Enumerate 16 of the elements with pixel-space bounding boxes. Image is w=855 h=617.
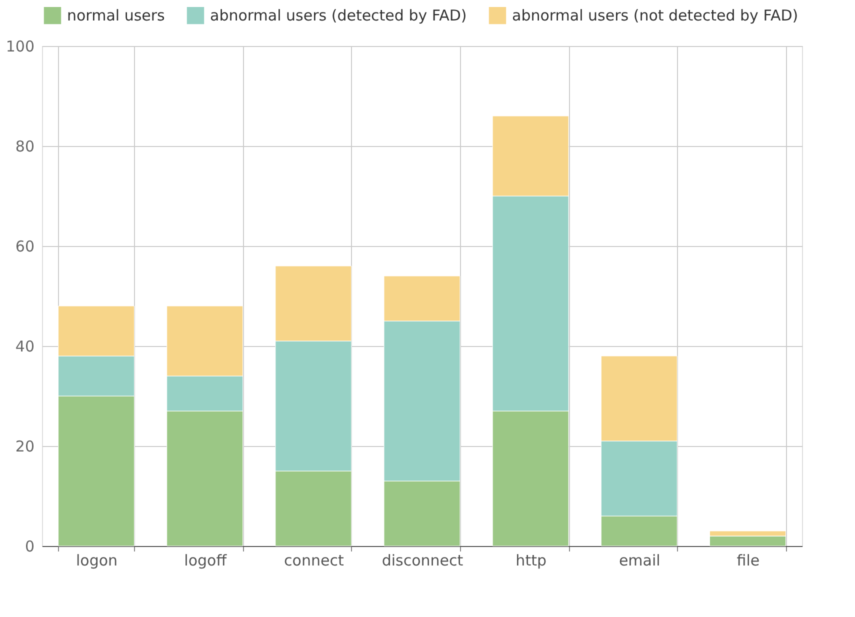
y-tick-label: 20: [15, 438, 34, 456]
legend-label: normal users: [67, 6, 166, 25]
y-tick-label: 80: [15, 138, 34, 156]
x-tick-label: http: [516, 552, 546, 570]
x-tick-label: file: [736, 552, 760, 570]
legend-label: abnormal users (detected by FAD): [210, 6, 467, 25]
x-tick-label: email: [618, 552, 660, 570]
x-tick-label: logon: [76, 552, 118, 570]
legend-label: abnormal users (not detected by FAD): [512, 6, 798, 25]
y-tick-label: 100: [6, 38, 34, 56]
y-tick-label: 60: [15, 238, 34, 256]
y-tick-label: 0: [24, 538, 34, 556]
x-tick-label: disconnect: [382, 552, 464, 570]
x-tick-label: connect: [284, 552, 344, 570]
y-tick-label: 40: [15, 338, 34, 356]
x-tick-label: logoff: [184, 552, 228, 570]
